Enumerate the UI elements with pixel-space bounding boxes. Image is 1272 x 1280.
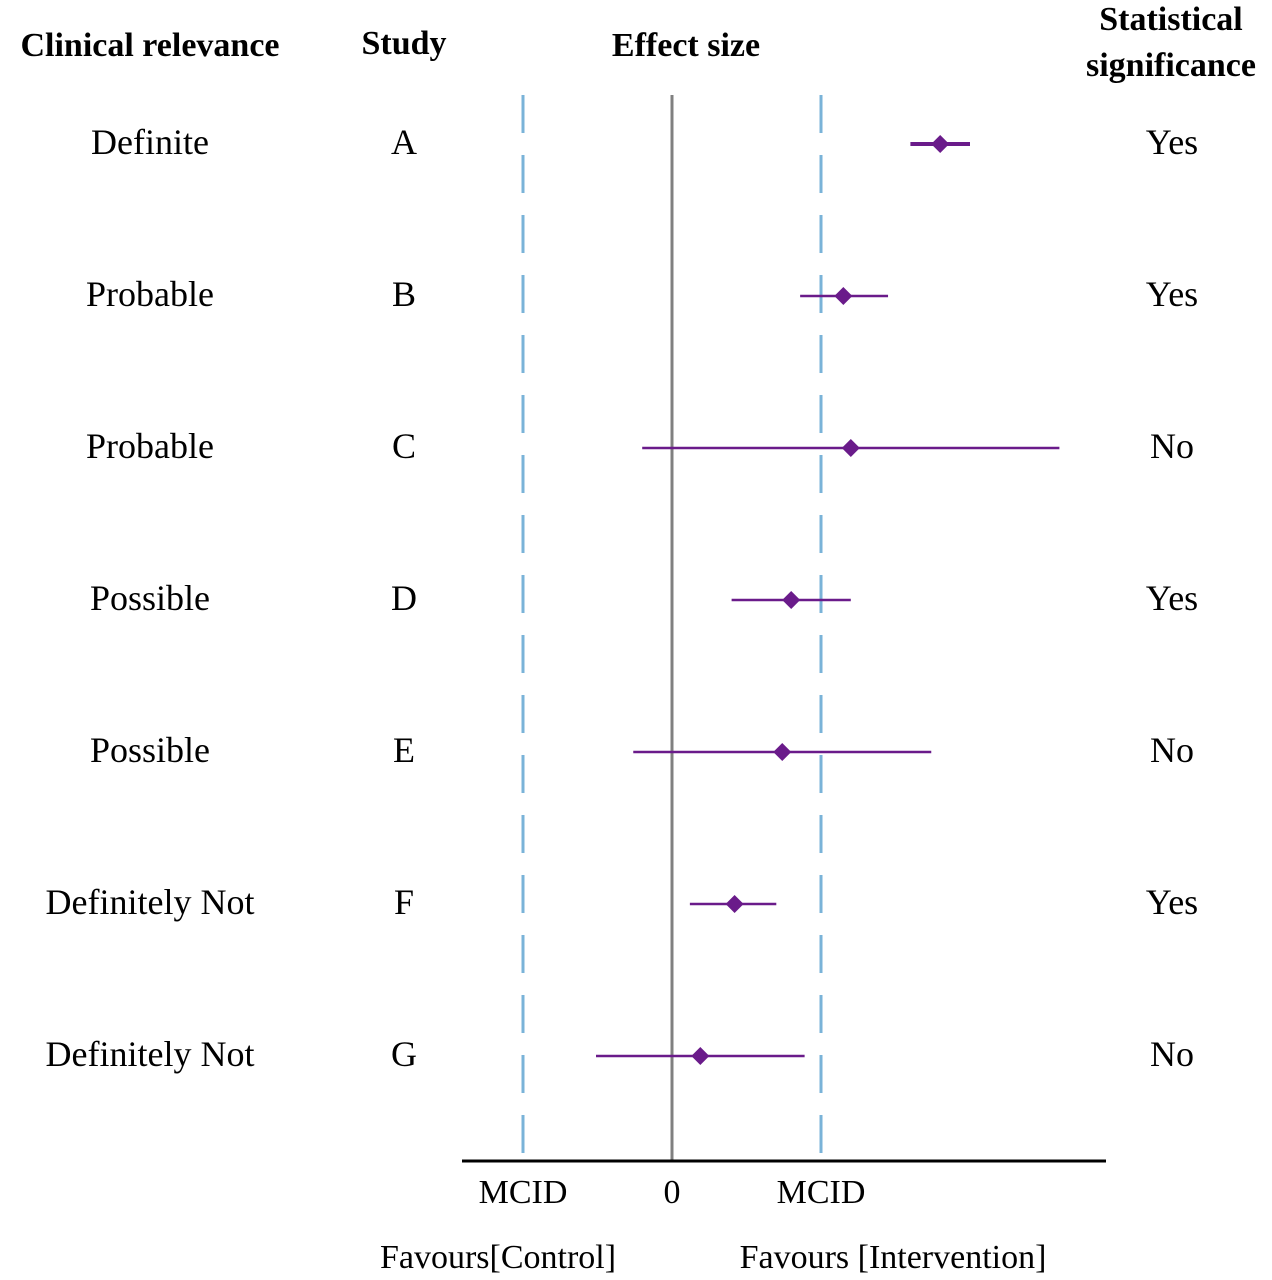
tick-label-mcid-right: MCID bbox=[777, 1174, 866, 1211]
significance-label-e: No bbox=[1150, 730, 1194, 770]
relevance-label-a: Definite bbox=[91, 122, 209, 162]
estimate-marker-f bbox=[725, 895, 744, 913]
tick-label-zero: 0 bbox=[664, 1174, 681, 1211]
favours-control-label: Favours[Control] bbox=[380, 1239, 616, 1276]
relevance-label-b: Probable bbox=[86, 274, 214, 314]
tick-label-mcid-left: MCID bbox=[479, 1174, 568, 1211]
significance-label-c: No bbox=[1150, 426, 1194, 466]
header-significance-line1: Statistical bbox=[1099, 1, 1243, 38]
estimate-marker-c bbox=[841, 439, 860, 457]
study-label-e: E bbox=[393, 730, 415, 770]
study-label-b: B bbox=[392, 274, 416, 314]
rows-layer: Definite A Yes Probable B Yes Probable C No Possi… bbox=[46, 122, 1199, 1074]
relevance-label-g: Definitely Not bbox=[46, 1034, 255, 1074]
study-label-f: F bbox=[394, 882, 414, 922]
header-effect-size: Effect size bbox=[612, 27, 760, 64]
relevance-label-d: Possible bbox=[90, 578, 210, 618]
header-significance-line2: significance bbox=[1086, 47, 1256, 84]
estimate-marker-b bbox=[834, 287, 853, 305]
favours-intervention-label: Favours [Intervention] bbox=[740, 1239, 1047, 1276]
study-label-c: C bbox=[392, 426, 416, 466]
relevance-label-c: Probable bbox=[86, 426, 214, 466]
estimate-marker-a bbox=[931, 135, 950, 153]
header-study: Study bbox=[361, 25, 446, 62]
header-clinical-relevance: Clinical relevance bbox=[20, 27, 279, 64]
study-label-a: A bbox=[391, 122, 417, 162]
significance-label-d: Yes bbox=[1146, 578, 1198, 618]
significance-label-g: No bbox=[1150, 1034, 1194, 1074]
significance-label-b: Yes bbox=[1146, 274, 1198, 314]
estimate-marker-e bbox=[773, 743, 792, 761]
estimate-marker-g bbox=[691, 1047, 710, 1065]
estimate-marker-d bbox=[782, 591, 801, 609]
relevance-label-f: Definitely Not bbox=[46, 882, 255, 922]
study-label-g: G bbox=[391, 1034, 417, 1074]
significance-label-f: Yes bbox=[1146, 882, 1198, 922]
relevance-label-e: Possible bbox=[90, 730, 210, 770]
significance-label-a: Yes bbox=[1146, 122, 1198, 162]
study-label-d: D bbox=[391, 578, 417, 618]
